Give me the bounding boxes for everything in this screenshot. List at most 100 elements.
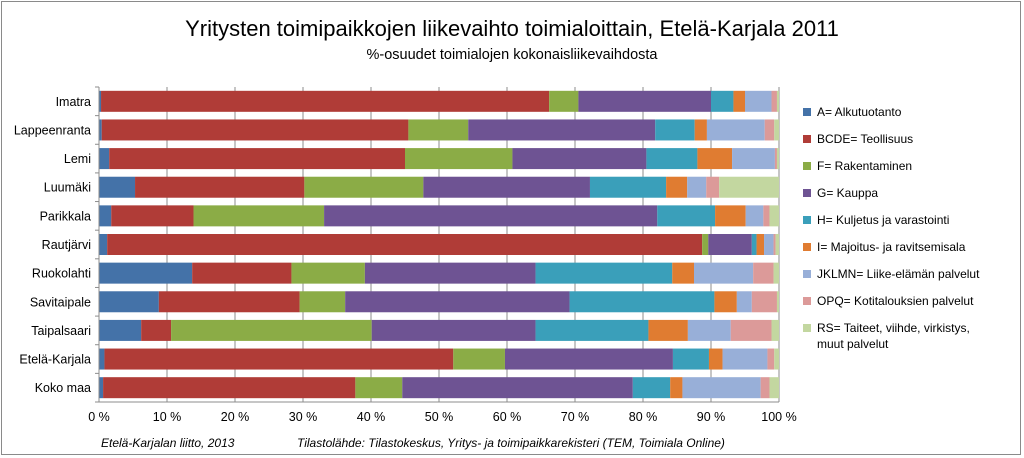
legend-swatch [803,135,811,143]
bar-segment [569,291,715,313]
bar-segment [753,262,774,284]
bar-segment [99,205,112,227]
bar-segment [694,262,754,284]
bar-segment [702,234,709,255]
bar-segment [646,148,698,170]
bar-segment [99,90,102,112]
y-tick-label: Luumäki [44,181,91,195]
bar-segment [655,119,695,141]
x-tick-label: 70 % [561,410,590,424]
bar-segment [751,291,777,313]
x-tick-label: 50 % [425,410,454,424]
legend: A= Alkutuotanto BCDE= Teollisuus F= Rakent… [803,105,980,351]
bar-segment [107,234,703,255]
legend-swatch [803,189,811,197]
bar-segment [682,377,761,399]
legend-label: muut palvelut [817,337,889,351]
bar-segment [324,205,658,227]
x-tick-label: 40 % [357,410,386,424]
bar-segment [732,148,775,170]
chart-subtitle: %-osuudet toimialojen kokonaisliikevaihd… [366,47,658,63]
legend-swatch [803,243,811,251]
bar-segment [504,348,673,370]
bar-segment [706,119,765,141]
bar-segment [670,377,683,399]
bar-segment [774,148,777,170]
bar-segment [299,291,346,313]
bar-segment [578,90,711,112]
bar-segment [763,205,770,227]
bar-segment [745,90,772,112]
bar-segment [589,176,667,198]
y-tick-label: Etelä-Karjala [19,353,91,367]
x-tick-label: 30 % [289,410,318,424]
legend-label: I= Majoitus- ja ravitsemisala [817,240,966,254]
bar-segment [733,90,745,112]
bar-segment [672,348,709,370]
bar-segment [714,291,737,313]
bar-segment [774,348,779,370]
bar-segment [535,262,673,284]
bar-segment [697,148,733,170]
axes-layer: Imatra Lappeenranta Lemi Luumäki Parikkala Ra… [14,86,797,424]
bar-segment [101,119,409,141]
bar-segment [101,90,550,112]
bar-segment [109,148,405,170]
bar-segment [773,262,779,284]
legend-swatch [803,270,811,278]
bar-segment [751,234,757,255]
y-tick-label: Taipalsaari [31,324,91,338]
y-tick-label: Parikkala [40,209,91,223]
bar-segment [99,119,102,141]
bar-segment [648,319,688,341]
bar-segment [158,291,300,313]
bar-segment [719,176,779,198]
bar-segment [111,205,194,227]
bar-segment [715,205,746,227]
bar-segment [687,319,731,341]
footer-source-org: Etelä-Karjalan liitto, 2013 [101,436,235,450]
legend-swatch [803,324,811,332]
bar-segment [773,234,776,255]
bar-segment [423,176,590,198]
bar-segment [402,377,633,399]
x-tick-label: 90 % [697,410,726,424]
x-tick-label: 80 % [629,410,658,424]
x-tick-label: 20 % [221,410,250,424]
legend-label: RS= Taiteet, viihde, virkistys, [817,321,970,335]
bar-segment [694,119,707,141]
bar-segment [99,262,193,284]
y-tick-label: Rautjärvi [42,238,91,252]
bar-segment [764,119,775,141]
bar-segment [632,377,671,399]
bar-segment [776,148,779,170]
bar-segment [769,377,779,399]
bar-segment [99,319,142,341]
bar-segment [135,176,305,198]
bar-segment [736,291,752,313]
bar-segment [764,234,774,255]
legend-label: JKLMN= Liike-elämän palvelut [817,267,980,281]
bar-segment [408,119,469,141]
bar-segment [192,262,292,284]
x-tick-label: 100 % [761,410,796,424]
x-tick-label: 60 % [493,410,522,424]
bar-segment [672,262,694,284]
bar-segment [535,319,649,341]
bars-layer [99,90,779,399]
bar-segment [706,176,720,198]
x-tick-label: 10 % [153,410,182,424]
bar-segment [711,90,734,112]
bar-segment [141,319,172,341]
bar-segment [468,119,656,141]
bar-segment [708,234,752,255]
bar-segment [745,205,764,227]
bar-segment [291,262,365,284]
bar-segment [355,377,403,399]
y-tick-label: Koko maa [35,381,91,395]
bar-segment [776,291,779,313]
legend-label: A= Alkutuotanto [817,105,902,119]
bar-segment [304,176,424,198]
legend-swatch [803,162,811,170]
